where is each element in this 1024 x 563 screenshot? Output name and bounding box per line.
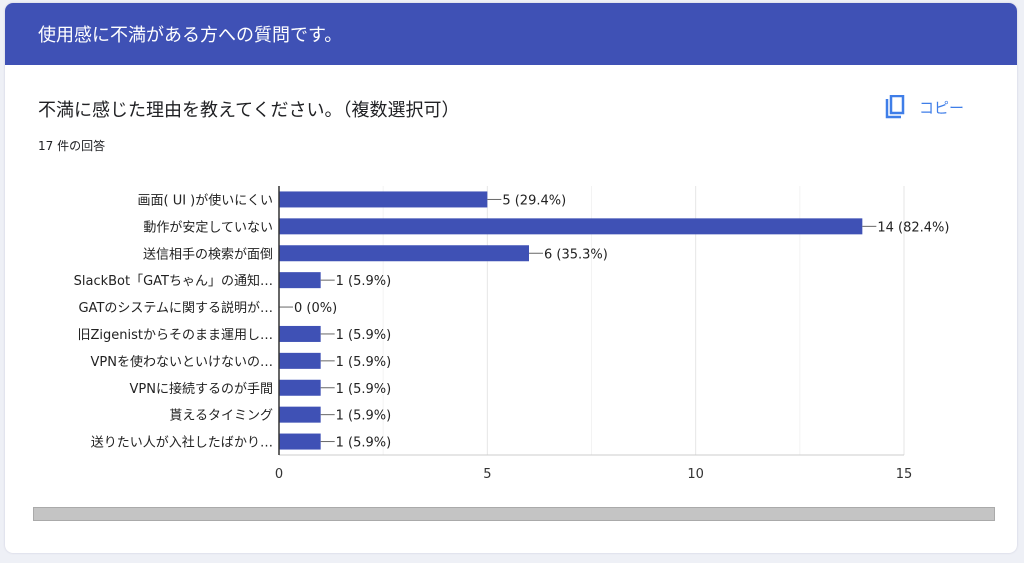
category-label: 貰えるタイミング — [169, 409, 273, 424]
copy-label: コピー — [919, 98, 965, 117]
category-label: VPNに接続するのが手間 — [130, 381, 273, 397]
category-label: SlackBot「GATちゃん」の通知… — [74, 273, 273, 289]
bar — [279, 352, 321, 369]
x-tick-label: 15 — [896, 467, 913, 482]
category-label: 画面( UI )が使いにくい — [138, 192, 274, 208]
data-label: 1 (5.9%) — [336, 409, 392, 424]
copy-icon — [885, 95, 905, 119]
category-label: VPNを使わないといけないの… — [91, 354, 273, 370]
x-tick-label: 5 — [483, 467, 491, 482]
bar — [279, 218, 863, 235]
category-label: 動作が安定していない — [143, 220, 273, 235]
data-label: 14 (82.4%) — [877, 220, 949, 235]
category-label: 旧Zigenistからそのまま運用し… — [78, 328, 274, 343]
bar — [279, 406, 321, 423]
x-tick-label: 0 — [275, 467, 283, 482]
section-header: 使用感に不満がある方への質問です。 — [5, 3, 1017, 65]
x-tick-label: 10 — [687, 467, 704, 482]
section-title: 使用感に不満がある方への質問です。 — [38, 25, 343, 46]
data-label: 1 (5.9%) — [336, 382, 392, 397]
data-label: 1 (5.9%) — [336, 274, 392, 289]
data-label: 1 (5.9%) — [336, 328, 392, 343]
response-count: 17 件の回答 — [38, 139, 106, 153]
category-label: GATのシステムに関する説明が… — [78, 300, 273, 316]
bar — [279, 191, 488, 208]
data-label: 1 (5.9%) — [336, 436, 392, 451]
data-label: 1 (5.9%) — [336, 355, 392, 370]
bar — [279, 325, 321, 342]
copy-button[interactable]: コピー — [885, 95, 964, 119]
bar — [279, 272, 321, 289]
bar — [279, 379, 321, 396]
data-label: 5 (29.4%) — [502, 193, 566, 208]
bar — [279, 245, 529, 262]
question-title: 不満に感じた理由を教えてください。（複数選択可） — [38, 100, 460, 121]
category-label: 送信相手の検索が面倒 — [143, 247, 273, 262]
data-label: 6 (35.3%) — [544, 247, 608, 262]
horizontal-scrollbar[interactable] — [33, 507, 995, 521]
data-label: 0 (0%) — [294, 301, 337, 316]
category-label: 送りたい人が入社したばかり… — [91, 435, 273, 451]
question-card: 使用感に不満がある方への質問です。 不満に感じた理由を教えてください。（複数選択… — [5, 3, 1017, 553]
bar — [279, 433, 321, 450]
